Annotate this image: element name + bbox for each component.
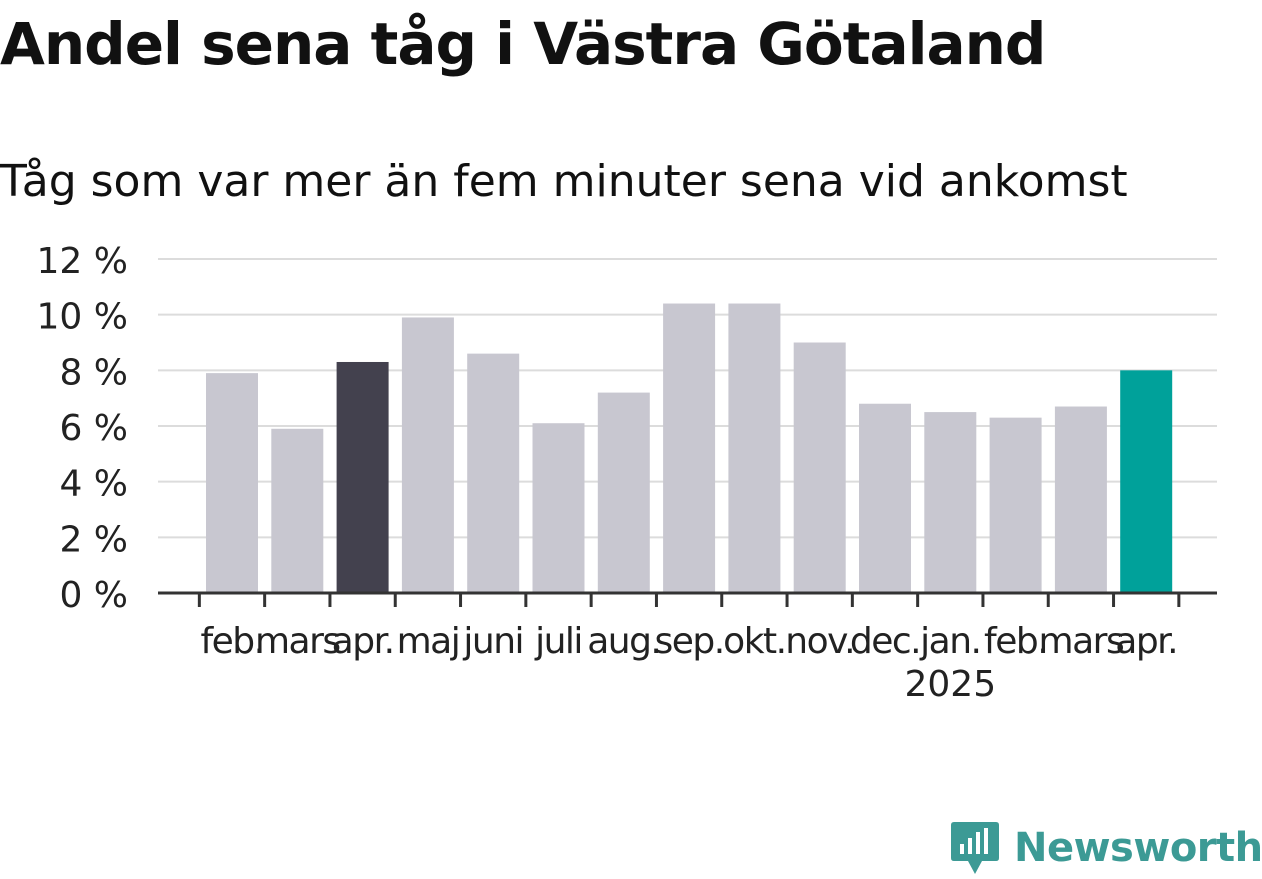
newsworthy-logo-icon bbox=[951, 822, 999, 874]
bar bbox=[532, 423, 585, 593]
y-tick-label: 0 % bbox=[59, 575, 128, 616]
x-tick-label: jan. bbox=[919, 621, 980, 662]
newsworthy-logo: Newsworthy bbox=[950, 818, 1262, 878]
bar bbox=[467, 353, 520, 593]
brand-name: Newsworthy bbox=[1014, 825, 1262, 871]
bar bbox=[663, 303, 716, 593]
bar bbox=[206, 373, 258, 593]
x-tick-label: nov. bbox=[785, 621, 854, 662]
x-tick-label: apr. bbox=[1115, 621, 1177, 662]
y-tick-label: 4 % bbox=[59, 464, 128, 505]
bar bbox=[989, 417, 1042, 593]
bar bbox=[336, 361, 389, 593]
y-tick-label: 2 % bbox=[59, 519, 128, 560]
y-tick-label: 10 % bbox=[37, 297, 128, 338]
chart-subtitle: Tåg som var mer än fem minuter sena vid … bbox=[0, 156, 1128, 207]
bar bbox=[401, 317, 454, 593]
bars bbox=[206, 303, 1173, 593]
bar bbox=[859, 403, 911, 593]
x-tick-label: okt. bbox=[723, 621, 785, 662]
x-tick-label: aug. bbox=[587, 621, 660, 662]
bar bbox=[924, 412, 977, 593]
bar bbox=[793, 342, 846, 593]
y-axis-tick-labels: 0 % 2 % 4 % 6 % 8 % 10 % 12 % bbox=[37, 241, 128, 616]
x-tick-label: sep. bbox=[654, 621, 723, 662]
y-tick-label: 12 % bbox=[37, 241, 128, 282]
bar bbox=[597, 392, 650, 593]
x-tick-label: juli bbox=[534, 621, 582, 662]
x-tick-label: mars bbox=[1039, 621, 1124, 662]
year-label: 2025 bbox=[904, 664, 996, 705]
x-tick-label: feb. bbox=[984, 621, 1047, 662]
x-axis bbox=[158, 591, 1217, 607]
bar bbox=[271, 428, 324, 593]
y-tick-label: 6 % bbox=[59, 408, 128, 449]
x-tick-label: maj bbox=[397, 621, 460, 662]
x-tick-label: juni bbox=[462, 621, 523, 662]
x-tick-label: feb. bbox=[200, 621, 263, 662]
bar bbox=[728, 303, 781, 593]
x-tick-label: mars bbox=[255, 621, 340, 662]
x-tick-label: apr. bbox=[332, 621, 394, 662]
chart-title: Andel sena tåg i Västra Götaland bbox=[0, 10, 1046, 78]
x-tick-label: dec. bbox=[850, 621, 920, 662]
bar bbox=[1054, 406, 1107, 593]
bar bbox=[1120, 370, 1173, 593]
y-tick-label: 8 % bbox=[59, 352, 128, 393]
